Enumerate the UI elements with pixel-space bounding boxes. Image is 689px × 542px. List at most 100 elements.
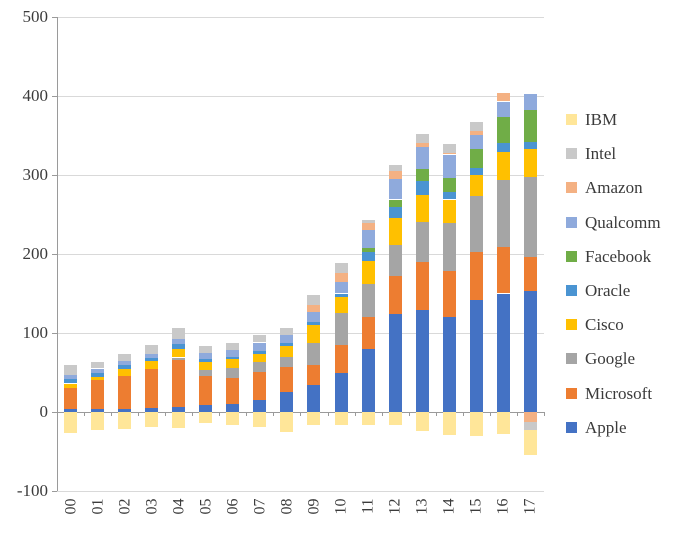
gridline-200: [57, 254, 545, 255]
y-axis-tick: [52, 17, 57, 18]
bar-segment-06-Qualcomm: [226, 349, 239, 357]
bar-segment-12-Cisco: [389, 217, 402, 245]
bar-segment-13-IBM: [416, 412, 429, 431]
bar-segment-11-Apple: [362, 348, 375, 412]
bar-segment-07-Intel: [253, 335, 266, 343]
legend-label-google: Google: [585, 349, 636, 368]
bar-segment-16-Google: [497, 179, 510, 247]
bar-segment-10-Qualcomm: [335, 281, 348, 294]
gridline-500: [57, 17, 545, 18]
x-axis-tick: [138, 412, 139, 416]
bar-segment-12-Oracle: [389, 206, 402, 218]
bar-segment-17-Facebook: [524, 110, 537, 142]
y-axis-label-400: 400: [22, 86, 49, 105]
bar-segment-09-Google: [307, 343, 320, 365]
bar-segment-05-Apple: [199, 404, 212, 412]
bar-segment-17-Qualcomm: [524, 94, 537, 111]
bar-segment-12-Qualcomm: [389, 178, 402, 200]
legend-swatch-facebook: [566, 251, 577, 262]
bar-segment-05-Cisco: [199, 362, 212, 371]
y-axis-label-100: 100: [22, 323, 49, 342]
bar-segment-10-IBM: [335, 412, 348, 426]
x-axis-tick: [300, 412, 301, 416]
x-axis-label-04: 04: [170, 498, 188, 515]
bar-segment-08-Oracle: [280, 343, 293, 347]
legend-label-cisco: Cisco: [585, 315, 624, 334]
bar-segment-06-IBM: [226, 412, 239, 425]
bar-segment-08-IBM: [280, 412, 293, 432]
y-axis-label-0: 0: [39, 402, 49, 421]
x-axis-label-09: 09: [305, 498, 323, 515]
bar-segment-15-Google: [470, 196, 483, 252]
bar-segment-16-Oracle: [497, 143, 510, 153]
bar-segment-00-Oracle: [64, 378, 77, 384]
bar-segment-14-Apple: [443, 317, 456, 412]
x-axis-tick: [57, 412, 58, 416]
bar-segment-14-Intel: [443, 144, 456, 153]
legend-swatch-cisco: [566, 319, 577, 330]
bar-segment-09-Oracle: [307, 321, 320, 326]
bar-segment-05-Google: [199, 370, 212, 377]
bar-segment-17-Apple: [524, 291, 537, 412]
bar-segment-10-Intel: [335, 262, 348, 273]
legend-swatch-apple: [566, 422, 577, 433]
legend-label-ibm: IBM: [585, 110, 618, 129]
bar-segment-02-Apple: [118, 408, 131, 412]
x-axis-label-15: 15: [467, 498, 485, 515]
bar-segment-16-Facebook: [497, 116, 510, 144]
bar-segment-09-Amazon: [307, 304, 320, 312]
bar-segment-08-Google: [280, 356, 293, 367]
bar-segment-14-Qualcomm: [443, 154, 456, 179]
bar-segment-11-Amazon: [362, 223, 375, 231]
bar-segment-17-Cisco: [524, 148, 537, 178]
x-axis-label-17: 17: [521, 498, 539, 515]
bar-segment-11-Oracle: [362, 252, 375, 262]
x-axis-tick: [355, 412, 356, 416]
x-axis-label-16: 16: [494, 498, 512, 515]
bar-segment-01-Apple: [91, 408, 104, 412]
y-axis-tick: [52, 333, 57, 334]
bar-segment-01-Cisco: [91, 376, 104, 381]
bar-segment-12-Amazon: [389, 171, 402, 179]
bar-segment-07-Oracle: [253, 351, 266, 354]
bar-segment-08-Intel: [280, 328, 293, 336]
bar-segment-17-Microsoft: [524, 257, 537, 292]
bar-segment-02-Oracle: [118, 365, 131, 370]
bar-segment-17-Intel: [524, 422, 537, 431]
bar-segment-15-Intel: [470, 122, 483, 131]
bar-segment-01-IBM: [91, 412, 104, 431]
legend-swatch-google: [566, 353, 577, 364]
bar-segment-06-Microsoft: [226, 378, 239, 405]
x-axis-tick: [273, 412, 274, 416]
x-axis-tick: [517, 412, 518, 416]
bar-segment-14-Google: [443, 223, 456, 272]
bar-segment-03-Qualcomm: [145, 353, 158, 359]
y-axis-label--100: -100: [16, 481, 48, 500]
bar-segment-16-Microsoft: [497, 246, 510, 294]
bar-segment-06-Intel: [226, 343, 239, 350]
bar-segment-14-IBM: [443, 412, 456, 435]
bar-segment-14-Cisco: [443, 199, 456, 224]
bar-segment-04-Cisco: [172, 348, 185, 358]
bar-segment-11-Cisco: [362, 261, 375, 284]
x-axis-label-13: 13: [413, 498, 431, 515]
bar-segment-14-Amazon: [443, 152, 456, 155]
bar-segment-16-Amazon: [497, 92, 510, 102]
x-axis-tick: [544, 412, 545, 416]
bar-segment-13-Qualcomm: [416, 147, 429, 169]
legend-swatch-amazon: [566, 182, 577, 193]
legend-swatch-oracle: [566, 285, 577, 296]
bar-segment-13-Cisco: [416, 194, 429, 222]
x-axis-label-08: 08: [278, 498, 296, 515]
x-axis-label-06: 06: [224, 498, 242, 515]
x-axis-label-00: 00: [62, 498, 80, 515]
x-axis-tick: [84, 412, 85, 416]
bar-segment-10-Amazon: [335, 273, 348, 282]
bar-segment-00-Apple: [64, 408, 77, 412]
bar-segment-09-Intel: [307, 295, 320, 305]
bar-segment-05-Microsoft: [199, 376, 212, 405]
legend-swatch-microsoft: [566, 388, 577, 399]
bar-segment-02-Intel: [118, 353, 131, 362]
x-axis-label-05: 05: [197, 498, 215, 515]
bar-segment-00-Intel: [64, 365, 77, 375]
